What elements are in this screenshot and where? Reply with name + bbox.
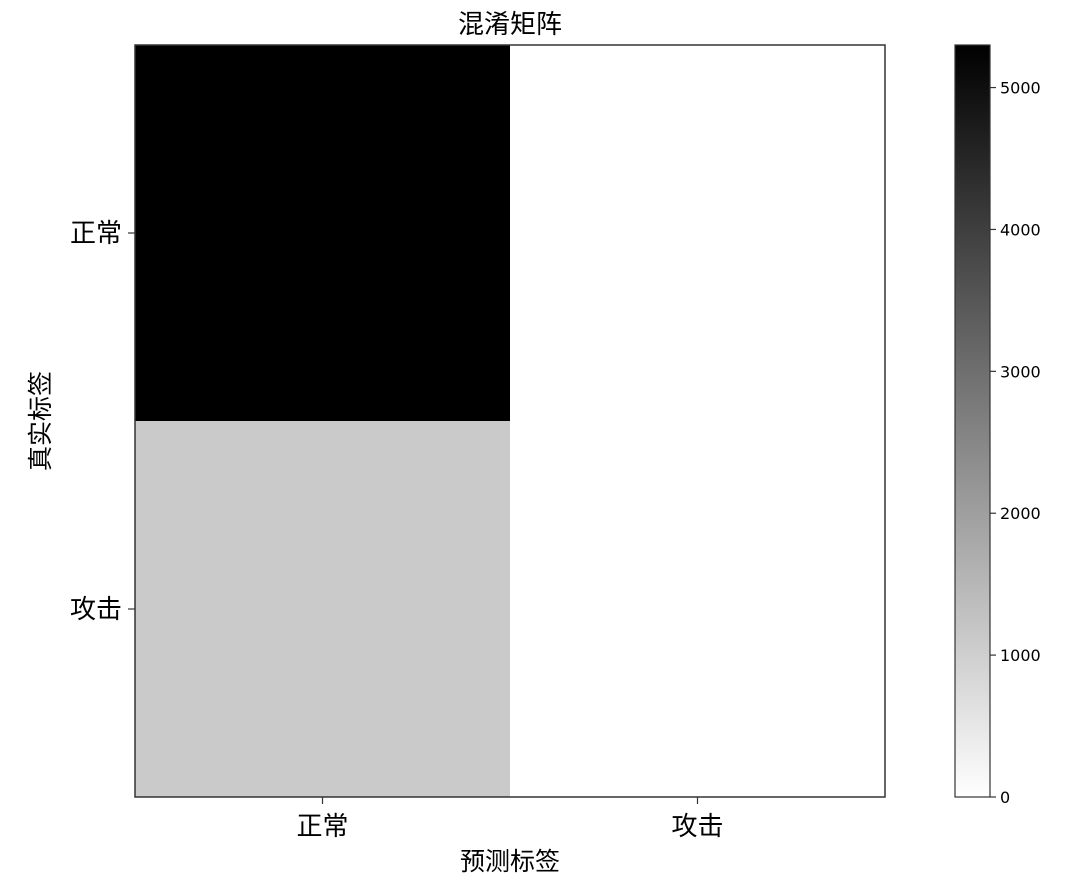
plot-frame: [134, 44, 886, 798]
colorbar-tick-label: 2000: [1000, 504, 1041, 523]
heatmap-cell: [135, 45, 510, 421]
y-axis-label: 真实标签: [26, 371, 55, 471]
colorbar-tick-label: 5000: [1000, 79, 1041, 98]
colorbar-tick-label: 0: [1000, 788, 1010, 807]
y-tick-label: 攻击: [70, 595, 122, 625]
heatmap-cell: [135, 421, 510, 797]
colorbar-ticks: 0 1000 2000 3000 4000 5000: [990, 79, 1041, 807]
y-tick-label: 正常: [70, 219, 122, 249]
x-axis-label: 预测标签: [460, 847, 560, 876]
heatmap-cell: [510, 421, 885, 797]
heatmap-cells: [135, 45, 885, 797]
heatmap-cell: [510, 45, 885, 421]
x-axis-ticks: 正常 攻击: [296, 797, 724, 842]
chart-title: 混淆矩阵: [458, 10, 562, 40]
x-tick-label: 正常: [296, 812, 348, 842]
colorbar: [954, 44, 991, 798]
colorbar-tick-label: 1000: [1000, 646, 1041, 665]
colorbar-tick-label: 3000: [1000, 362, 1041, 381]
x-tick-label: 攻击: [671, 812, 723, 842]
colorbar-tick-label: 4000: [1000, 220, 1041, 239]
